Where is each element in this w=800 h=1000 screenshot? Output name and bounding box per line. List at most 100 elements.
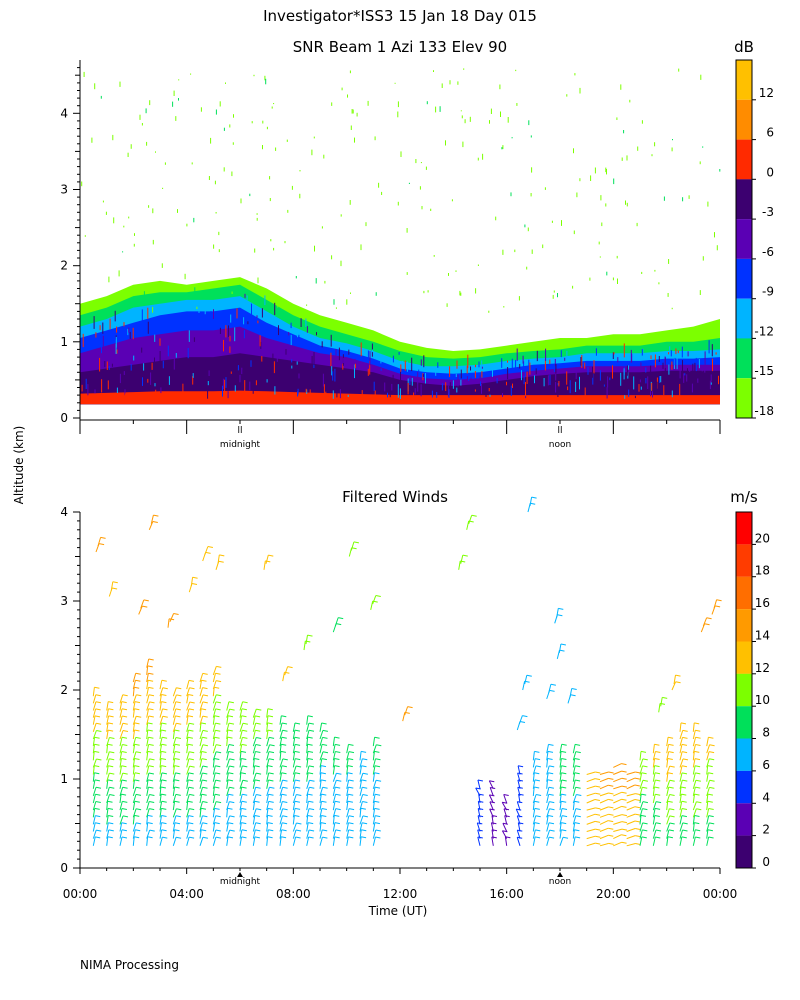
wind-barb-staff [199, 680, 202, 690]
wind-barb-staff [119, 701, 123, 711]
wind-barb-staff [599, 834, 609, 840]
wind-barb-flag [667, 800, 673, 803]
wind-barb-flag [308, 722, 314, 725]
wind-barb-staff [226, 794, 229, 804]
snr-speckle [204, 300, 206, 315]
snr-sparse-echo [572, 285, 574, 289]
wind-barb-staff [679, 744, 683, 754]
snr-speckle [208, 370, 210, 376]
wind-barb-flag [374, 750, 380, 753]
wind-barb-flag [174, 800, 180, 803]
snr-y-tick-label: 0 [60, 411, 68, 425]
snr-sparse-echo [130, 144, 132, 149]
wind-barb-staff [613, 828, 623, 832]
wind-barb-flag [320, 765, 327, 768]
snr-speckle [392, 355, 394, 363]
snr-sparse-echo [620, 84, 622, 90]
wind-barb-staff [186, 815, 189, 825]
snr-speckle [361, 390, 363, 396]
wind-barb-flag [375, 758, 381, 761]
winds-x-tick-label: 16:00 [489, 887, 524, 901]
wind-barb-flag [134, 743, 140, 746]
wind-barb-flag [240, 750, 247, 753]
snr-speckle [691, 383, 693, 393]
snr-speckle [298, 334, 300, 346]
wind-barb-staff [679, 808, 683, 818]
wind-barb-staff [239, 815, 243, 825]
snr-speckle [515, 359, 517, 372]
wind-barb-staff [119, 737, 123, 747]
snr-sparse-echo [360, 244, 362, 251]
wind-barb-staff [559, 801, 562, 811]
snr-speckle [143, 363, 145, 371]
snr-speckle [236, 308, 238, 319]
wind-barb-staff [586, 807, 596, 811]
wind-barb-staff [532, 794, 537, 804]
wind-barb-staff [239, 737, 243, 747]
snr-sparse-echo [502, 249, 504, 255]
wind-barb-staff [146, 729, 149, 740]
wind-barb-flag [267, 814, 273, 817]
wind-barb-flag [187, 736, 193, 739]
snr-sparse-echo [617, 278, 618, 284]
snr-speckle [660, 376, 662, 383]
wind-barb-flag [122, 815, 129, 818]
wind-barb-flag [489, 801, 495, 804]
wind-barb-flag [202, 744, 208, 747]
wind-barb-staff [266, 708, 269, 718]
snr-speckle [168, 376, 170, 385]
snr-speckle [664, 356, 666, 368]
wind-barb-flag [682, 736, 688, 739]
snr-sparse-echo [133, 243, 135, 247]
wind-barb-staff [212, 744, 217, 754]
snr-speckle [167, 345, 169, 357]
wind-barb-flag [227, 729, 233, 732]
snr-sparse-echo [435, 106, 437, 113]
wind-barb-flag [108, 765, 114, 768]
snr-colorbar-label: -9 [762, 285, 774, 299]
snr-speckle [659, 376, 660, 383]
snr-sparse-echo [333, 299, 335, 305]
snr-speckle [104, 361, 106, 368]
snr-speckle [507, 360, 508, 363]
wind-barb-staff [372, 737, 376, 747]
wind-barb-flag [152, 521, 158, 523]
wind-barb-staff [146, 701, 150, 711]
snr-speckle [567, 386, 569, 391]
wind-barb-staff [212, 680, 217, 690]
wind-barb-staff [679, 786, 682, 796]
wind-barb-flag [561, 750, 567, 753]
wind-barb-staff [532, 751, 535, 761]
wind-barb-staff [119, 758, 122, 768]
winds-colorbar-label: 4 [762, 790, 770, 804]
wind-barb-flag [175, 715, 181, 718]
winds-noon-label: noon [549, 877, 571, 887]
wind-barb-flag [696, 808, 702, 811]
wind-barb-staff [239, 751, 242, 761]
wind-barb-flag [202, 772, 208, 775]
wind-barb-staff [92, 744, 95, 754]
snr-speckle [261, 308, 263, 318]
wind-barb-flag [254, 836, 260, 839]
wind-barb-flag [174, 765, 180, 768]
wind-barb-staff [306, 715, 309, 725]
wind-barb-flag [295, 779, 301, 782]
wind-barb-flag [504, 815, 510, 818]
wind-barb-flag [336, 772, 342, 775]
wind-barb-flag [202, 786, 208, 789]
wind-barb-flag [228, 822, 234, 825]
wind-barb-flag [668, 736, 674, 739]
snr-speckle [615, 380, 617, 385]
snr-speckle [380, 357, 382, 364]
snr-sparse-echo [475, 288, 477, 294]
wind-barb-staff [199, 687, 203, 697]
wind-barb-flag [295, 836, 301, 839]
winds-colorbar-swatch [736, 673, 752, 707]
snr-sparse-echo [579, 87, 581, 94]
wind-barb-staff [292, 822, 297, 832]
wind-barb-staff [146, 737, 149, 747]
snr-speckle [704, 351, 706, 365]
snr-sparse-echo [606, 169, 607, 175]
snr-speckle [718, 375, 719, 385]
wind-barb-staff [292, 722, 296, 732]
